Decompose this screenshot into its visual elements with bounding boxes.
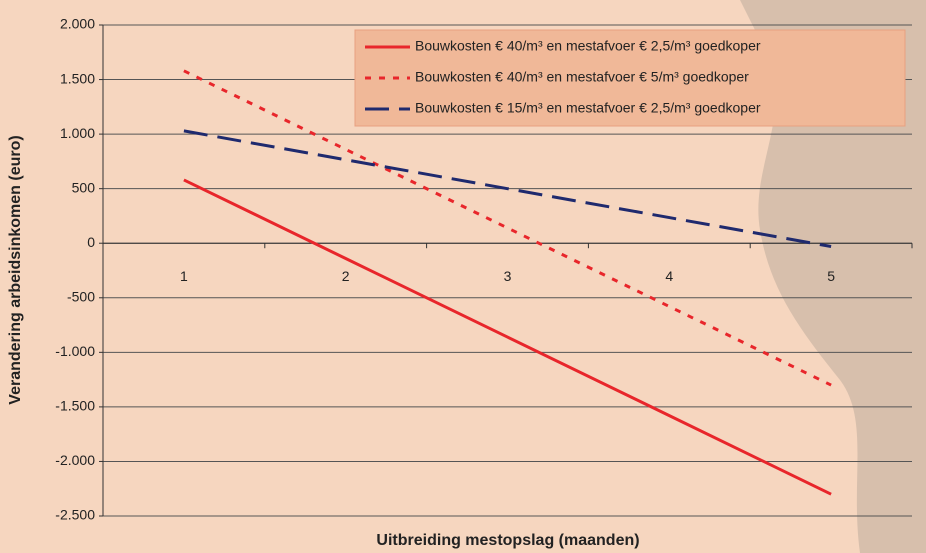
x-tick-label: 3 — [504, 268, 512, 284]
legend-label: Bouwkosten € 15/m³ en mestafvoer € 2,5/m… — [415, 100, 761, 116]
x-tick-label: 4 — [665, 268, 673, 284]
decoration — [740, 0, 926, 553]
x-axis-title: Uitbreiding mestopslag (maanden) — [376, 532, 639, 549]
x-tick-label: 5 — [827, 268, 835, 284]
y-tick-label: -1.000 — [55, 343, 95, 359]
y-tick-label: 0 — [87, 234, 95, 250]
y-tick-label: 500 — [72, 179, 96, 195]
data-line — [183, 178, 832, 496]
y-tick-label: -1.500 — [55, 398, 95, 414]
x-tick-label: 2 — [342, 268, 350, 284]
y-tick-label: 1.000 — [60, 125, 95, 141]
legend-label: Bouwkosten € 40/m³ en mestafvoer € 2,5/m… — [415, 38, 761, 54]
data-line — [183, 129, 832, 248]
legend-box — [354, 29, 906, 127]
y-tick-label: -2.500 — [55, 507, 95, 523]
y-tick-label: -2.000 — [55, 452, 95, 468]
x-tick-label: 1 — [180, 268, 188, 284]
legend-label: Bouwkosten € 40/m³ en mestafvoer € 5/m³ … — [415, 69, 749, 85]
y-tick-label: -500 — [67, 288, 95, 304]
y-axis-title: Verandering arbeidsinkomen (euro) — [7, 135, 24, 404]
y-tick-label: 2.000 — [60, 16, 95, 32]
y-tick-label: 1.500 — [60, 70, 95, 86]
